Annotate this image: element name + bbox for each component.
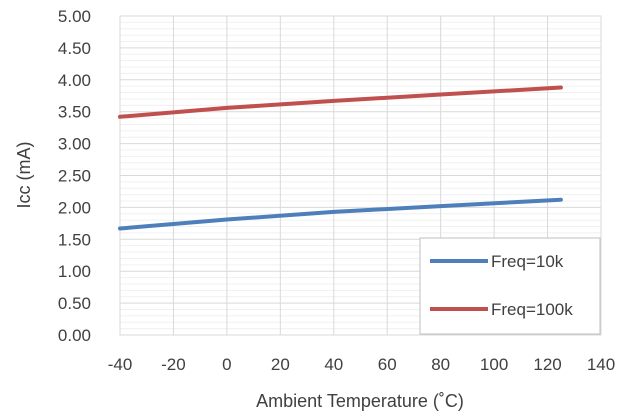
y-tick-label: 3.00 (58, 135, 91, 154)
x-tick-label: 0 (222, 355, 231, 374)
legend-label-freq-100k: Freq=100k (491, 300, 573, 319)
legend-box (419, 237, 601, 335)
y-tick-label: 1.00 (58, 262, 91, 281)
y-tick-label: 2.50 (58, 167, 91, 186)
x-tick-label: -20 (161, 355, 186, 374)
y-axis-title: Icc (mA) (14, 142, 34, 209)
tick-labels: -40 -20 0 20 40 60 80 100 120 140 0.00 0.50 1.00 1.50… (58, 7, 615, 374)
x-tick-label: 100 (480, 355, 508, 374)
plot-area-border (119, 15, 602, 336)
x-tick-label: 120 (533, 355, 561, 374)
y-tick-label: 2.00 (58, 198, 91, 217)
legend: Freq=10k Freq=100k (419, 237, 601, 335)
series-lines (118, 85, 563, 231)
x-tick-label: 40 (324, 355, 343, 374)
series-line-freq-10k (118, 197, 563, 231)
y-tick-label: 0.50 (58, 294, 91, 313)
y-tick-label: 5.00 (58, 7, 91, 26)
x-tick-label: 80 (431, 355, 450, 374)
x-tick-label: 60 (378, 355, 397, 374)
y-tick-label: 1.50 (58, 230, 91, 249)
y-tick-label: 0.00 (58, 326, 91, 345)
y-tick-label: 4.50 (58, 39, 91, 58)
x-tick-label: -40 (108, 355, 133, 374)
series-line-freq-100k (118, 85, 563, 119)
legend-label-freq-10k: Freq=10k (491, 252, 564, 271)
y-tick-label: 4.00 (58, 71, 91, 90)
y-tick-label: 3.50 (58, 103, 91, 122)
x-tick-label: 20 (271, 355, 290, 374)
x-axis-title: Ambient Temperature (˚C) (256, 391, 464, 411)
x-tick-label: 140 (587, 355, 615, 374)
